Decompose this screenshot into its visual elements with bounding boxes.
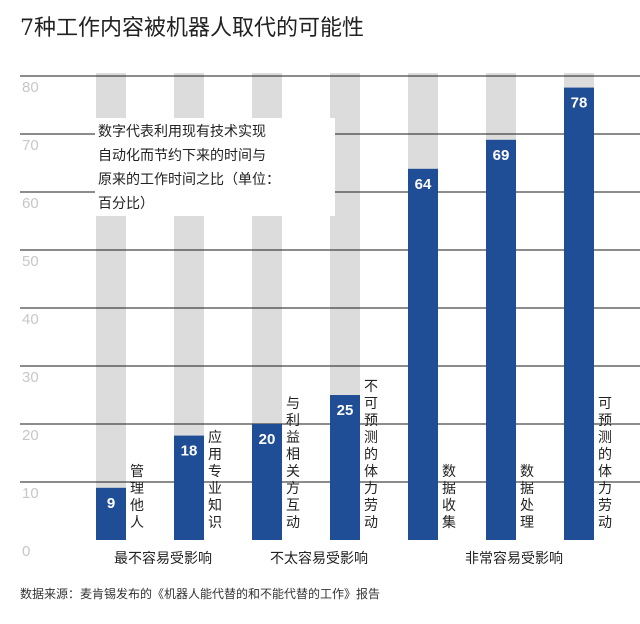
category-label: 可预测的体力劳动 xyxy=(598,396,612,531)
data-label: 78 xyxy=(571,95,588,112)
y-tick-label: 0 xyxy=(22,543,30,560)
y-tick-label: 10 xyxy=(22,485,39,502)
y-axis-ticks: 0 10 20 30 40 50 60 70 80 xyxy=(22,79,39,560)
value-bars: 9 18 20 25 64 69 78 xyxy=(96,87,594,541)
data-label: 25 xyxy=(337,402,354,419)
group-label: 不太容易受影响 xyxy=(270,550,368,567)
note-line: 自动化而节约下来的时间与 xyxy=(98,148,266,164)
category-label: 不可预测的体力劳动 xyxy=(364,379,378,531)
data-label: 18 xyxy=(181,443,198,460)
y-tick-label: 70 xyxy=(22,137,39,154)
category-label: 管理他人 xyxy=(130,464,144,531)
group-label: 最不容易受影响 xyxy=(114,550,212,567)
data-label: 20 xyxy=(259,431,276,448)
note-line: 百分比） xyxy=(98,196,154,212)
value-bar xyxy=(174,435,204,540)
note-line: 数字代表利用现有技术实现 xyxy=(98,124,266,140)
note-line: 原来的工作时间之比（单位： xyxy=(98,172,280,188)
value-bar xyxy=(486,139,516,541)
y-tick-label: 60 xyxy=(22,195,39,212)
category-label: 与利益相关方互动 xyxy=(286,396,300,531)
y-tick-label: 40 xyxy=(22,311,39,328)
value-bar xyxy=(330,395,360,540)
category-label: 应用专业知识 xyxy=(208,429,222,531)
y-tick-label: 20 xyxy=(22,427,39,444)
data-label: 69 xyxy=(493,147,510,164)
data-label: 64 xyxy=(415,176,432,193)
value-bar xyxy=(96,487,126,540)
group-label: 非常容易受影响 xyxy=(465,550,563,567)
group-labels: 最不容易受影响 不太容易受影响 非常容易受影响 xyxy=(114,550,563,567)
y-tick-label: 80 xyxy=(22,79,39,96)
y-tick-label: 50 xyxy=(22,253,39,270)
category-label: 数据处理 xyxy=(520,464,534,531)
value-bar xyxy=(408,168,438,541)
value-bar xyxy=(252,424,282,540)
source-note: 数据来源：麦肯锡发布的《机器人能代替的和不能代替的工作》报告 xyxy=(20,586,380,601)
y-tick-label: 30 xyxy=(22,369,39,386)
note-background xyxy=(95,118,335,216)
value-bar xyxy=(564,87,594,540)
category-label: 数据收集 xyxy=(442,464,456,531)
chart-title: 7种工作内容被机器人取代的可能性 xyxy=(20,16,364,41)
data-label: 9 xyxy=(107,495,115,512)
